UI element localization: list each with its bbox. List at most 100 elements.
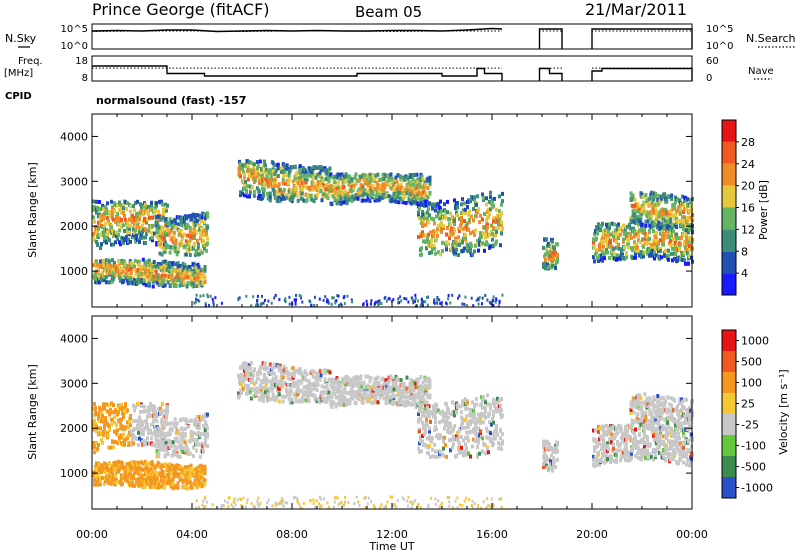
power-cell [453,219,456,223]
velocity-cell [101,476,104,480]
power-cell [123,229,126,233]
power-cell [640,223,643,227]
power-cell [198,252,201,256]
power-cell [122,270,125,274]
power-cell [163,237,166,241]
power-cell [195,301,197,304]
power-cell [196,294,198,297]
power-cbar-swatch-0 [722,273,736,295]
velocity-cell [287,383,290,387]
power-cell [172,224,175,228]
velocity-cell [156,419,159,423]
power-cell [687,262,690,266]
velocity-band-1 [92,460,207,491]
power-cell [655,210,658,214]
power-cell [501,192,504,196]
power-cell [444,215,447,219]
power-cell [206,226,209,230]
power-cell [498,194,501,198]
power-cell [331,202,334,206]
velocity-cell [206,434,209,438]
power-cell [201,251,204,255]
velocity-cell [170,421,173,425]
power-cell [482,196,485,200]
power-cell [278,298,280,301]
power-cell [166,204,169,208]
power-cell [243,173,246,177]
power-cell [556,242,559,246]
nsky-label: N.Sky [5,32,37,45]
velocity-cell [278,400,281,404]
power-cell [212,298,214,301]
power-cell [189,253,192,257]
power-cbar-tick-label-0: 4 [741,267,748,280]
velocity-cell [112,403,115,407]
power-cell [472,207,475,211]
power-cell [97,227,100,231]
velocity-cell [278,387,281,391]
power-cell [301,301,303,304]
power-cell [108,238,111,242]
power-cell [486,226,489,230]
power-cell [439,200,442,204]
velocity-cell [306,389,309,393]
power-band-2 [155,211,210,257]
power-cell [412,301,414,304]
power-cell [460,202,463,206]
velocity-cell [262,399,265,403]
velocity-cell [308,382,311,386]
power-cell [214,296,216,299]
power-cell [284,297,286,300]
velocity-cell [206,444,209,448]
velocity-cell [247,371,250,375]
power-cell [122,206,125,210]
velocity-cell [155,435,158,439]
velocity-cell [101,419,104,423]
power-cell [269,195,272,199]
power-cell [151,224,154,228]
power-cell [294,165,297,169]
noise-series-0-segment-0 [92,29,502,32]
power-cbar-swatch-6 [722,142,736,164]
velocity-cell [293,374,296,378]
power-cell [497,226,500,230]
power-cell [200,220,203,224]
power-cell [95,200,98,204]
power-cell [608,226,611,230]
power-cell [369,199,372,203]
power-cell [451,294,453,297]
freq-series-seg-0 [540,69,563,82]
velocity-cell [177,486,180,490]
power-cell [257,164,260,168]
power-cell [152,285,155,289]
power-cell [271,302,273,305]
power-cell [378,303,380,306]
velocity-cell [124,425,127,429]
velocity-cell [204,465,207,469]
velocity-cell [278,392,281,396]
power-cell [138,217,141,221]
power-cell [432,234,435,238]
power-cell [486,299,488,302]
power-cell [481,302,483,305]
power-cell [151,236,154,240]
velocity-cell [204,482,207,486]
power-cell [648,237,651,241]
velocity-cell [144,409,147,413]
power-cell [366,300,368,303]
power-cell [167,244,170,248]
velocity-cell [193,431,196,435]
power-cell [383,177,386,181]
power-cell [391,177,394,181]
power-cell [676,236,679,240]
power-cell [427,220,430,224]
power-cell [686,216,689,220]
power-cell [460,216,463,220]
power-cell [477,208,480,212]
power-cell [351,177,354,181]
power-cell [275,294,277,297]
power-cell [158,226,161,230]
velocity-cell [272,377,275,381]
velocity-cell [103,427,106,431]
power-band-8 [630,191,695,230]
